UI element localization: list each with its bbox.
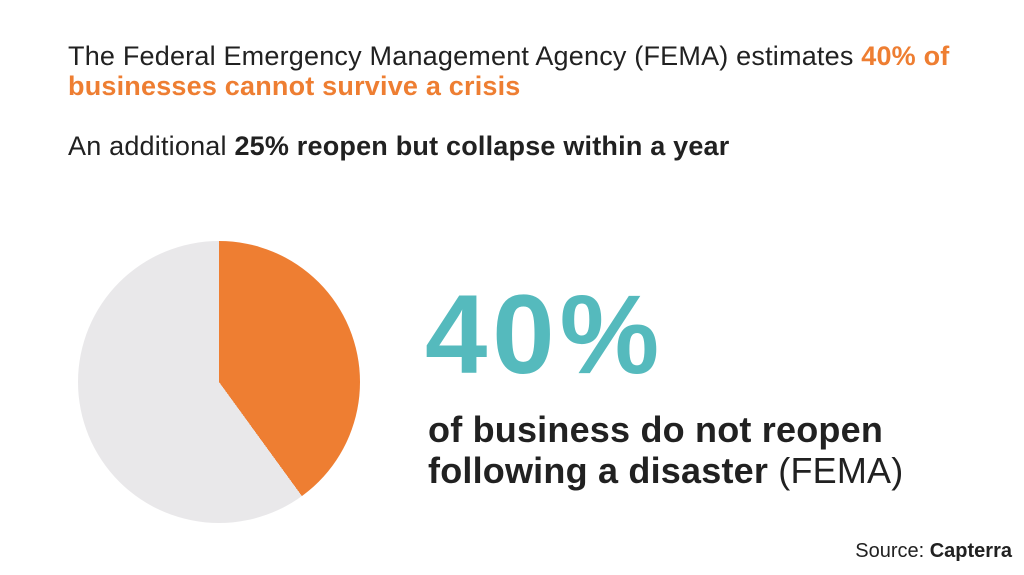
stat-caption-fema: (FEMA) xyxy=(778,450,904,491)
pie-chart xyxy=(78,241,360,523)
headline-highlight-line1: 40% of xyxy=(861,41,950,71)
stat-value: 40% xyxy=(425,272,665,397)
stat-caption-line2: following a disaster xyxy=(428,450,769,491)
source-credit: Source: Capterra xyxy=(855,539,1012,563)
headline: The Federal Emergency Management Agency … xyxy=(68,41,949,101)
source-label: Source: xyxy=(855,540,925,562)
subheadline-bold: 25% reopen but collapse within a year xyxy=(234,131,730,161)
stat-caption-line1: of business do not reopen xyxy=(428,409,884,450)
subheadline: An additional 25% reopen but collapse wi… xyxy=(68,131,730,161)
subheadline-prefix: An additional xyxy=(68,131,227,161)
source-name: Capterra xyxy=(929,540,1012,562)
stat-caption: of business do not reopen following a di… xyxy=(428,409,903,491)
headline-text: The Federal Emergency Management Agency … xyxy=(68,41,854,71)
headline-highlight-line2: businesses cannot survive a crisis xyxy=(68,71,521,101)
